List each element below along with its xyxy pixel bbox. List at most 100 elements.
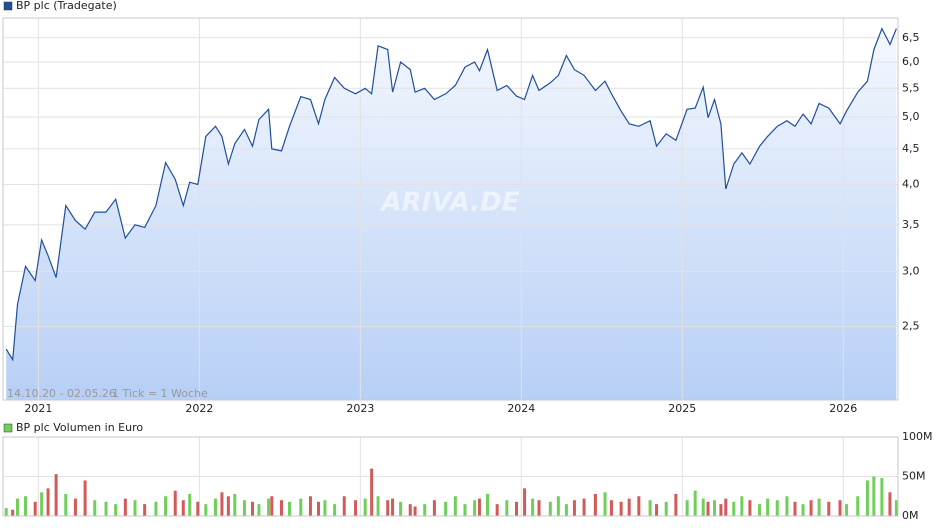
volume-bar [894,500,898,516]
volume-bar [11,509,15,516]
volume-bar [477,498,481,516]
volume-bar [4,508,8,516]
volume-bar [827,501,831,516]
volume-bar [719,504,723,516]
volume-bar [423,504,427,516]
volume-bar [181,500,185,516]
volume-bar [701,498,705,516]
volume-bar [775,500,779,516]
plot-frame [2,436,899,517]
date-range: 14.10.20 - 02.05.26 [7,387,116,400]
volume-bar [865,480,869,516]
volume-bar [712,500,716,516]
volume-bar [188,493,192,516]
legend-label: BP plc Volumen in Euro [16,421,143,434]
legend-swatch [3,423,13,433]
volume-bar [251,501,255,516]
volume-bar [495,504,499,516]
volume-bar [627,498,631,516]
y-tick-label: 0M [902,509,919,522]
volume-bar [226,496,230,516]
volume-bar [880,478,884,516]
volume-bar [514,501,518,516]
y-tick-label: 6,5 [902,31,920,44]
volume-bar [213,498,217,516]
volume-bar [173,490,177,516]
volume-bar [204,504,208,516]
volume-bar [556,496,560,516]
volume-bar [376,496,380,516]
volume-bar [664,501,668,516]
x-tick-label: 2023 [346,402,374,415]
volume-bar [809,500,813,516]
volume-bar [724,498,728,516]
volume-bar [317,501,321,516]
volume-bar [288,501,292,516]
volume-bar [83,480,87,516]
volume-bar [793,501,797,516]
volume-bar [391,498,395,516]
x-tick-label: 2022 [185,402,213,415]
volume-bar [270,496,274,516]
volume-bar [220,492,224,516]
volume-bar [572,500,576,516]
volume-bar [564,504,568,516]
volume-bar [242,500,246,516]
volume-bar [93,500,97,516]
volume-bar [505,500,509,516]
y-tick-label: 5,0 [902,110,920,123]
volume-bar [64,493,68,516]
volume-bar [399,501,403,516]
x-tick-label: 2021 [24,402,52,415]
volume-bar [648,500,652,516]
volume-bar [123,498,127,516]
volume-bar [133,500,137,516]
volume-bar [308,496,312,516]
x-tick-label: 2024 [507,402,535,415]
volume-bar [413,506,417,516]
volume-bar [54,474,58,516]
volume-bar [473,500,477,516]
tick-note: 1 Tick = 1 Woche [112,387,208,400]
volume-bar [73,498,77,516]
y-tick-label: 6,0 [902,55,920,68]
volume-bar [732,501,736,516]
area-fill [6,28,897,400]
volume-bar [706,501,710,516]
plot-frame [2,17,899,401]
legend-swatch [3,1,13,11]
legend-label: BP plc (Tradegate) [16,0,117,12]
watermark: ARIVA.DE [380,188,520,218]
y-tick-label: 5,5 [902,81,920,94]
volume-bar [685,500,689,516]
y-tick-label: 2,5 [902,319,920,332]
volume-bar [463,504,467,516]
volume-bar [453,496,457,516]
volume-bar [674,493,678,516]
volume-bar [740,496,744,516]
x-tick-label: 2025 [668,402,696,415]
volume-bar [104,501,108,516]
volume-bar [758,504,762,516]
volume-bar [257,504,261,516]
volume-bar [15,498,19,516]
volume-bar [114,504,118,516]
volume-bar [267,498,271,516]
volume-bar [817,498,821,516]
volume-bar [872,476,876,516]
volume-bar [154,501,158,516]
volume-bar [693,490,697,516]
volume-bar [637,496,641,516]
volume-bar [363,498,367,516]
volume-bar [279,500,283,516]
volume-bar [655,504,659,516]
volume-bar [354,500,358,516]
y-tick-label: 4,5 [902,142,920,155]
volume-bar [164,496,168,516]
volume-bar [593,493,597,516]
volume-bar [523,488,527,516]
volume-bar [24,496,28,516]
volume-bar [888,492,892,516]
volume-bar [548,501,552,516]
y-tick-label: 100M [902,430,933,443]
